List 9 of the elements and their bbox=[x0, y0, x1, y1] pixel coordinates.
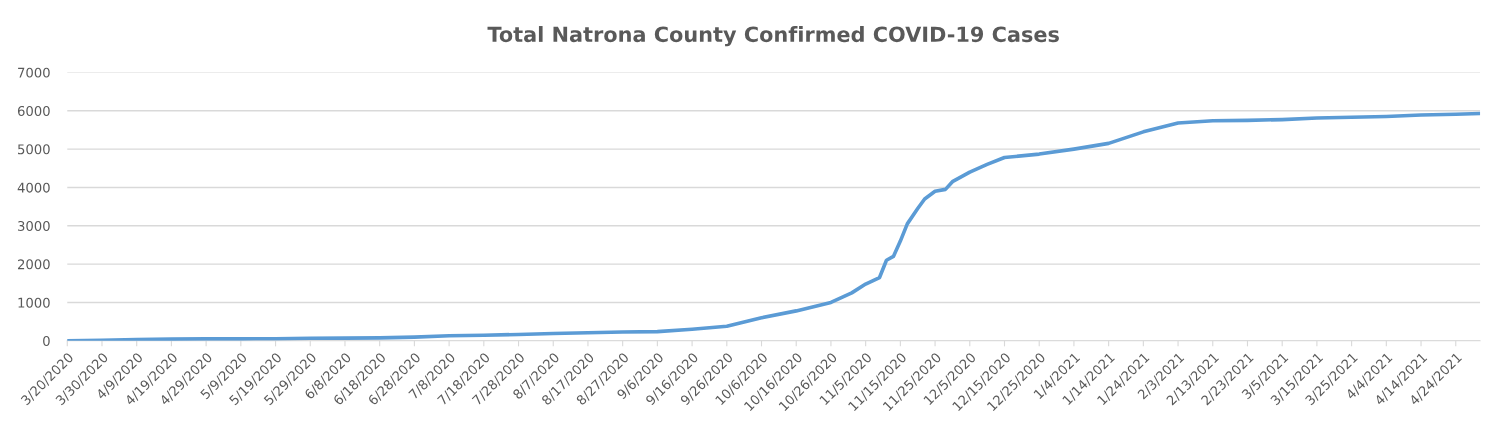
y-tick-label: 7000 bbox=[18, 67, 50, 78]
y-tick-label: 3000 bbox=[18, 221, 50, 231]
y-tick-label: 1000 bbox=[18, 297, 50, 308]
y-tick-label: 4000 bbox=[17, 182, 50, 193]
y-tick-label: 6000 bbox=[17, 105, 50, 116]
chart-title: Total Natrona County Confirmed COVID-19 Cases bbox=[487, 26, 1059, 47]
y-tick-label: 5000 bbox=[18, 144, 50, 155]
y-tick-label: 0 bbox=[43, 336, 50, 346]
y-tick-label: 2000 bbox=[18, 259, 50, 270]
